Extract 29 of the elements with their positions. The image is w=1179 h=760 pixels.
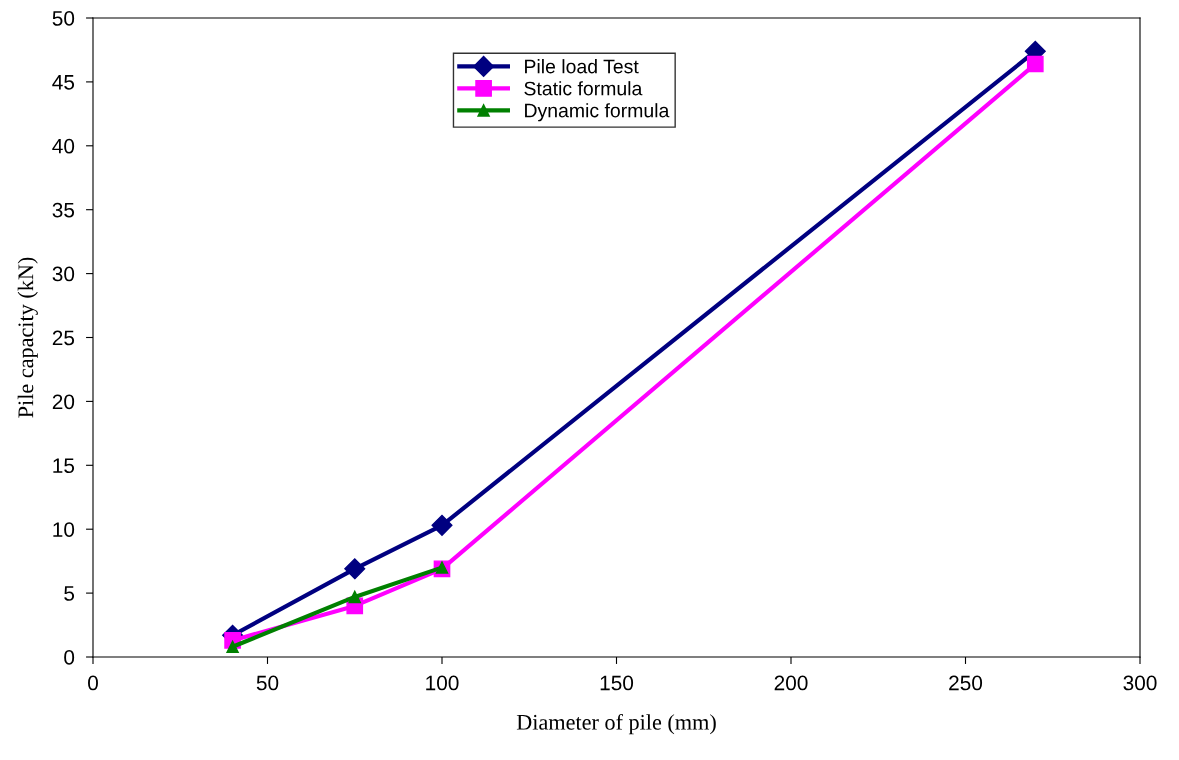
y-tick-label: 0 [64,650,75,665]
x-tick-label: 300 [1123,675,1157,691]
y-tick-label: 20 [52,394,75,410]
x-tick-label: 150 [600,675,634,691]
y-tick-label: 50 [52,11,75,26]
y-tick-label: 10 [53,522,75,537]
y-tick-label: 30 [52,266,75,282]
legend-label: Dynamic formula [525,103,670,122]
x-tick-label: 100 [426,675,459,691]
y-tick-label: 35 [52,202,75,218]
x-axis-title: Diameter of pile (mm) [516,713,716,735]
y-tick-label: 40 [52,138,75,154]
x-tick-label: 250 [949,675,983,691]
point [226,640,239,654]
point [1026,55,1044,73]
y-tick-label: 25 [52,330,75,346]
point [348,590,362,604]
point [431,514,453,536]
y-axis-title: Pile capacity (kN) [17,257,38,418]
legend-label: Pile load Test [525,59,639,74]
y-tick-label: 5 [64,586,75,601]
x-tick-label: 50 [256,675,279,691]
point [435,561,449,574]
x-tick-label: 200 [774,675,808,691]
x-tick-label: 0 [88,675,98,691]
y-tick-label: 45 [52,75,75,90]
point [344,558,366,580]
y-tick-label: 15 [53,458,75,474]
legend-label: Static formula [524,81,643,96]
